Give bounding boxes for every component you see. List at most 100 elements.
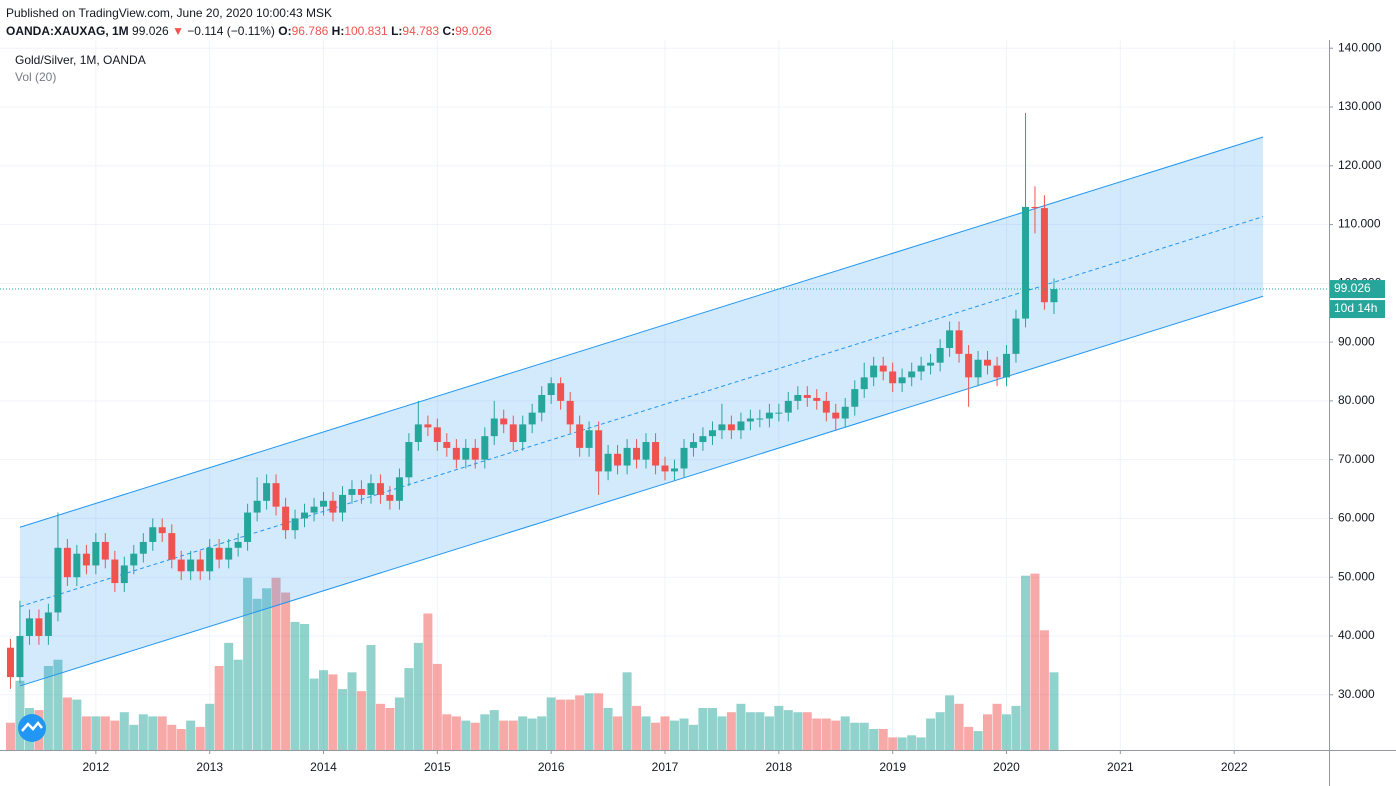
channel-middle <box>19 216 1264 608</box>
candle-body <box>765 412 773 419</box>
candle-body <box>206 547 214 572</box>
x-tick-label: 2013 <box>196 760 223 774</box>
candle-body <box>301 512 309 519</box>
candle-body <box>955 330 963 354</box>
volume-bar <box>385 708 395 750</box>
candle-body <box>822 400 830 413</box>
candle-body <box>841 406 849 419</box>
candle-body <box>25 618 33 636</box>
volume-bar <box>527 718 537 750</box>
volume-bar <box>736 703 746 750</box>
volume-bar <box>546 697 556 750</box>
candle-body <box>557 383 565 401</box>
candle-body <box>234 541 242 548</box>
volume-bar <box>176 729 186 750</box>
volume-bar <box>983 714 993 750</box>
x-tick-label: 2014 <box>310 760 337 774</box>
volume-bar <box>167 724 177 750</box>
x-tick-label: 2019 <box>879 760 906 774</box>
candle-body <box>120 565 128 584</box>
candle-body <box>424 424 432 428</box>
candle-body <box>1022 206 1030 319</box>
volume-bar <box>622 672 632 750</box>
candle-body <box>443 442 451 448</box>
volume-bar <box>470 722 480 750</box>
candle-body <box>519 424 527 443</box>
volume-bar <box>926 718 936 750</box>
candle-body <box>718 424 726 431</box>
volume-bar <box>584 693 594 750</box>
volume-bar <box>556 699 566 750</box>
volume-bar <box>603 708 613 750</box>
volume-bar <box>15 680 25 750</box>
volume-bar <box>508 720 518 750</box>
candle-body <box>917 365 925 372</box>
candle-body <box>1040 208 1048 303</box>
volume-bar <box>413 642 423 750</box>
candle-body <box>320 500 328 507</box>
volume-bar <box>717 716 727 750</box>
volume-bar <box>726 712 736 750</box>
candle-body <box>490 418 498 437</box>
candle-body <box>670 468 678 472</box>
candle-body <box>282 506 290 531</box>
volume-bar <box>119 712 129 750</box>
grid <box>0 40 1329 750</box>
change: −0.114 (−0.11%) <box>187 24 275 38</box>
candle-body <box>946 330 954 348</box>
candle-body <box>177 559 185 572</box>
last-price-box <box>1330 280 1385 299</box>
candle-body <box>689 442 697 448</box>
candle-body <box>187 559 195 572</box>
candle-body <box>376 483 384 495</box>
candle-body <box>149 527 157 542</box>
candle-body <box>803 395 811 398</box>
candle-body <box>642 442 650 460</box>
volume-bar <box>224 642 234 750</box>
channel <box>19 136 1264 687</box>
volume-bar <box>62 697 72 750</box>
candle-body <box>500 418 508 425</box>
volume-bar <box>252 598 262 750</box>
candle-body <box>614 453 622 466</box>
candle-body <box>993 365 1001 378</box>
candle-body <box>623 447 631 466</box>
candle-body <box>111 559 119 584</box>
candle-body <box>680 447 688 469</box>
candle-body <box>832 412 840 419</box>
volume-bar <box>195 726 205 750</box>
volume-bar <box>783 710 793 750</box>
candle-body <box>604 453 612 472</box>
logo-mark <box>21 721 43 732</box>
candle-body <box>1050 289 1058 303</box>
candle-body <box>727 424 735 431</box>
volume-bar <box>745 712 755 750</box>
candle-body <box>433 427 441 443</box>
candle-body <box>528 412 536 425</box>
last-price-label: 99.026 <box>1334 281 1371 295</box>
volume-bar <box>840 716 850 750</box>
candle-body <box>1031 206 1039 209</box>
x-tick-label: 2022 <box>1221 760 1248 774</box>
y-tick-label: 110.000 <box>1338 217 1381 231</box>
volume-bar <box>935 712 945 750</box>
candle-body <box>813 397 821 401</box>
candle-body <box>158 527 166 534</box>
volume-bar <box>565 699 575 750</box>
candle-body <box>481 436 489 460</box>
volume-bar <box>489 710 499 750</box>
published-line: Published on TradingView.com, June 20, 2… <box>6 6 332 20</box>
volume-bar <box>1021 575 1031 750</box>
volume-bar <box>404 668 414 750</box>
volume-bar <box>423 613 433 750</box>
candle-body <box>462 447 470 460</box>
y-tick-label: 60.000 <box>1338 511 1375 525</box>
candle-body <box>329 500 337 513</box>
volume-bar <box>698 708 708 750</box>
y-tick-label: 120.000 <box>1338 158 1382 172</box>
countdown-box <box>1330 300 1385 319</box>
volume-bar <box>764 716 774 750</box>
ohlc-value: 96.786 <box>291 24 329 38</box>
volume-bar <box>679 718 689 750</box>
